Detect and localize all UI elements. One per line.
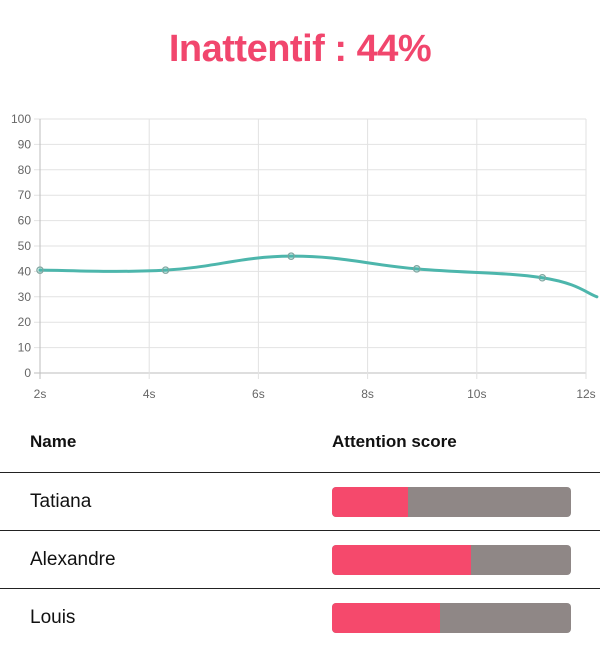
data-point — [161, 266, 170, 274]
attention-score-bar-fill — [332, 603, 440, 633]
attention-table-body: Tatiana Alexandre Louis — [0, 473, 600, 646]
table-row: Louis — [0, 589, 600, 646]
x-tick-label: 4s — [143, 387, 156, 401]
attention-score-bar-fill — [332, 545, 471, 575]
x-tick-label: 6s — [252, 387, 265, 401]
attention-series-line — [38, 254, 599, 299]
table-row: Alexandre — [0, 531, 600, 589]
column-header-attention-score: Attention score — [332, 432, 457, 451]
x-tick-label: 8s — [361, 387, 374, 401]
data-point — [287, 252, 295, 260]
y-tick-label: 50 — [18, 239, 32, 253]
y-tick-label: 10 — [18, 341, 32, 355]
data-point — [36, 266, 44, 274]
attention-line-chart: 0 10 20 30 40 50 60 70 80 90 100 2s 4s 6s 8s 10s 12s — [11, 112, 599, 401]
y-tick-label: 40 — [18, 264, 32, 278]
x-tick-label: 12s — [576, 387, 595, 401]
y-tick-label: 80 — [18, 163, 32, 177]
attention-score-bar — [332, 487, 571, 517]
data-point — [412, 265, 421, 273]
attention-score-bar — [332, 603, 571, 633]
student-name: Louis — [30, 607, 76, 628]
y-tick-label: 0 — [24, 366, 31, 380]
y-tick-label: 30 — [18, 290, 32, 304]
table-row: Tatiana — [0, 473, 600, 531]
x-tick-label: 2s — [34, 387, 47, 401]
y-tick-label: 20 — [18, 315, 32, 329]
student-name: Tatiana — [30, 491, 92, 512]
table-header: Name Attention score — [0, 420, 600, 473]
y-tick-label: 60 — [18, 214, 32, 228]
x-tick-label: 10s — [467, 387, 486, 401]
y-tick-label: 90 — [18, 137, 32, 151]
column-header-name: Name — [30, 432, 77, 451]
y-tick-label: 100 — [11, 112, 31, 126]
y-tick-label: 70 — [18, 188, 32, 202]
inattentive-percentage-title: Inattentif : 44% — [168, 28, 432, 70]
attention-score-bar — [332, 545, 571, 575]
student-name: Alexandre — [30, 549, 116, 570]
attention-score-bar-fill — [332, 487, 409, 517]
data-point — [538, 273, 547, 282]
